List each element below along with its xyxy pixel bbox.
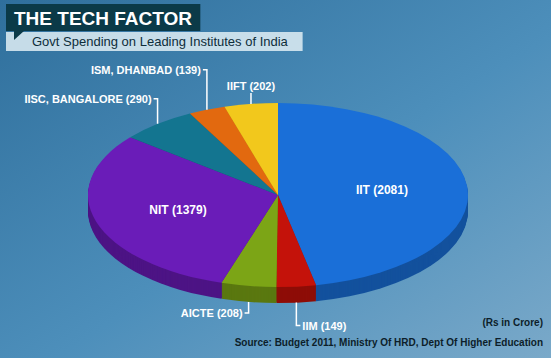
plot-area [88, 103, 468, 303]
leader-line [296, 303, 300, 326]
slice-label: IIT (2081) [356, 183, 408, 197]
leader-line [154, 99, 158, 124]
labels: IIT (2081) IIM (149) AICTE (208) NIT (1379)… [24, 64, 408, 332]
title-box [6, 4, 200, 31]
slice [225, 103, 278, 195]
slice-label: IISC, BANGALORE (290) [24, 93, 151, 105]
slice [278, 103, 468, 285]
unit-note: (Rs in Crore) [482, 317, 543, 328]
subtitle: Govt Spending on Leading Institutes of I… [32, 34, 289, 49]
subtitle-band [6, 32, 303, 51]
slice [276, 195, 316, 287]
slice-label: ISM, DHANBAD (139) [91, 64, 201, 76]
slice-side [278, 104, 468, 286]
source-note: Source: Budget 2011, Ministry Of HRD, De… [235, 337, 543, 348]
pie-top [88, 103, 468, 287]
slice-label: IIM (149) [302, 320, 346, 332]
pie-side [88, 104, 468, 288]
slice-label: AICTE (208) [181, 307, 243, 319]
slice-label: NIT (1379) [149, 203, 206, 217]
chart: THE TECH FACTOR Govt Spending on Leading … [0, 0, 551, 358]
leader-line [203, 70, 207, 110]
slice-label: IIFT (202) [227, 80, 276, 92]
leader-line [245, 302, 249, 313]
background [0, 0, 551, 358]
leader-line [250, 93, 252, 104]
title-pointer [14, 31, 24, 40]
title: THE TECH FACTOR [14, 8, 192, 29]
